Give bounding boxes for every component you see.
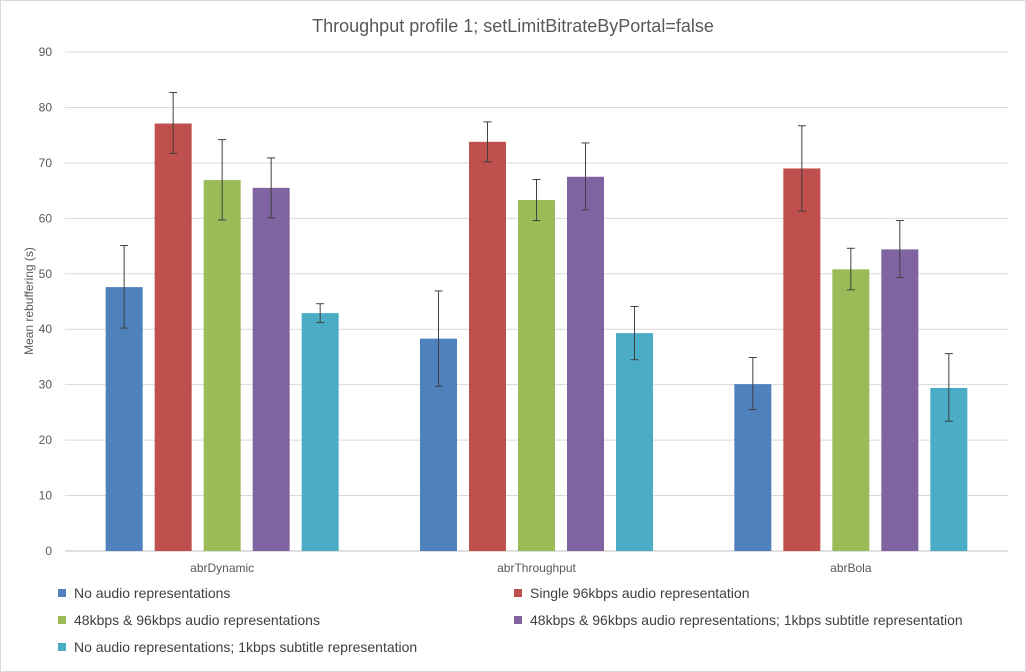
bar	[154, 123, 192, 552]
bars	[105, 123, 968, 552]
y-tick-label: 80	[39, 100, 53, 114]
chart-title: Throughput profile 1; setLimitBitrateByP…	[312, 16, 714, 36]
x-tick-label: abrThroughput	[497, 561, 576, 575]
legend: No audio representations Single 96kbps au…	[58, 585, 963, 655]
y-tick-label: 60	[39, 211, 53, 225]
bar	[105, 287, 143, 551]
legend-item-label: No audio representations	[74, 585, 230, 601]
bar	[567, 176, 604, 551]
legend-item-label: 48kbps & 96kbps audio representations; 1…	[530, 612, 963, 628]
x-axis-ticks: abrDynamic abrThroughput abrBola	[190, 561, 872, 575]
legend-item-label: 48kbps & 96kbps audio representations	[74, 612, 320, 628]
y-tick-label: 70	[39, 156, 53, 170]
bar	[301, 313, 339, 551]
legend-item-label: No audio representations; 1kbps subtitle…	[74, 639, 417, 655]
legend-swatch	[58, 589, 66, 597]
y-tick-label: 10	[39, 489, 53, 503]
x-tick-label: abrBola	[830, 561, 872, 575]
bar	[783, 168, 821, 551]
y-axis-ticks: 0 10 20 30 40 50 60 70 80 90	[39, 45, 53, 558]
legend-swatch	[514, 616, 522, 624]
y-tick-label: 50	[39, 267, 53, 281]
bar	[832, 269, 870, 551]
bar	[203, 180, 241, 551]
y-tick-label: 90	[39, 45, 53, 59]
error-bars	[120, 91, 953, 422]
legend-swatch	[514, 589, 522, 597]
y-tick-label: 20	[39, 433, 53, 447]
y-tick-label: 30	[39, 378, 53, 392]
bar	[734, 384, 772, 551]
bar	[252, 187, 290, 552]
bar	[881, 249, 919, 552]
y-tick-label: 0	[45, 544, 52, 558]
bar	[469, 141, 506, 551]
bar	[616, 333, 653, 551]
legend-item-label: Single 96kbps audio representation	[530, 585, 750, 601]
bar	[518, 200, 555, 551]
y-tick-label: 40	[39, 322, 53, 336]
x-tick-label: abrDynamic	[190, 561, 254, 575]
legend-swatch	[58, 616, 66, 624]
y-axis-label: Mean rebuffering (s)	[22, 247, 36, 355]
legend-swatch	[58, 643, 66, 651]
